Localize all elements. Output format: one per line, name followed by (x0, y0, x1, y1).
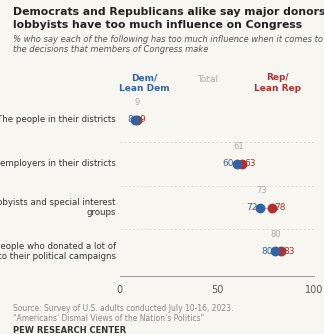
Text: 78: 78 (274, 203, 285, 212)
Text: % who say each of the following has too much influence when it comes to
the deci: % who say each of the following has too … (13, 35, 323, 54)
Point (234, 161, 239, 166)
Point (257, 205, 262, 210)
Point (269, 205, 274, 210)
Text: Rep/
Lean Rep: Rep/ Lean Rep (253, 73, 301, 93)
Text: Lobbyists and special interest
groups: Lobbyists and special interest groups (0, 198, 116, 217)
Point (273, 249, 278, 254)
Text: Democrats and Republicans alike say major donors,: Democrats and Republicans alike say majo… (13, 7, 324, 17)
Text: 80: 80 (270, 230, 281, 239)
Text: 60: 60 (223, 159, 234, 168)
Point (133, 117, 138, 123)
Text: 73: 73 (256, 186, 267, 195)
Point (279, 249, 284, 254)
Text: 9: 9 (135, 99, 140, 108)
Text: PEW RESEARCH CENTER: PEW RESEARCH CENTER (13, 326, 126, 334)
Point (135, 117, 140, 123)
Text: The people in their districts: The people in their districts (0, 115, 116, 124)
Text: 8: 8 (127, 115, 133, 124)
Text: The people who donated a lot of
money to their political campaigns: The people who donated a lot of money to… (0, 242, 116, 261)
Text: Dem/
Lean Dem: Dem/ Lean Dem (119, 73, 169, 93)
Text: Total: Total (197, 75, 218, 84)
Text: 61: 61 (233, 142, 244, 151)
Text: 63: 63 (245, 159, 256, 168)
Text: lobbyists have too much influence on Congress: lobbyists have too much influence on Con… (13, 20, 302, 30)
Text: 9: 9 (140, 115, 145, 124)
Text: Large employers in their districts: Large employers in their districts (0, 159, 116, 168)
Text: Source: Survey of U.S. adults conducted July 10-16, 2023.
"Americans' Dismal Vie: Source: Survey of U.S. adults conducted … (13, 304, 233, 323)
Text: 83: 83 (284, 247, 295, 256)
Point (240, 161, 245, 166)
Text: 80: 80 (261, 247, 273, 256)
Text: 72: 72 (246, 203, 258, 212)
